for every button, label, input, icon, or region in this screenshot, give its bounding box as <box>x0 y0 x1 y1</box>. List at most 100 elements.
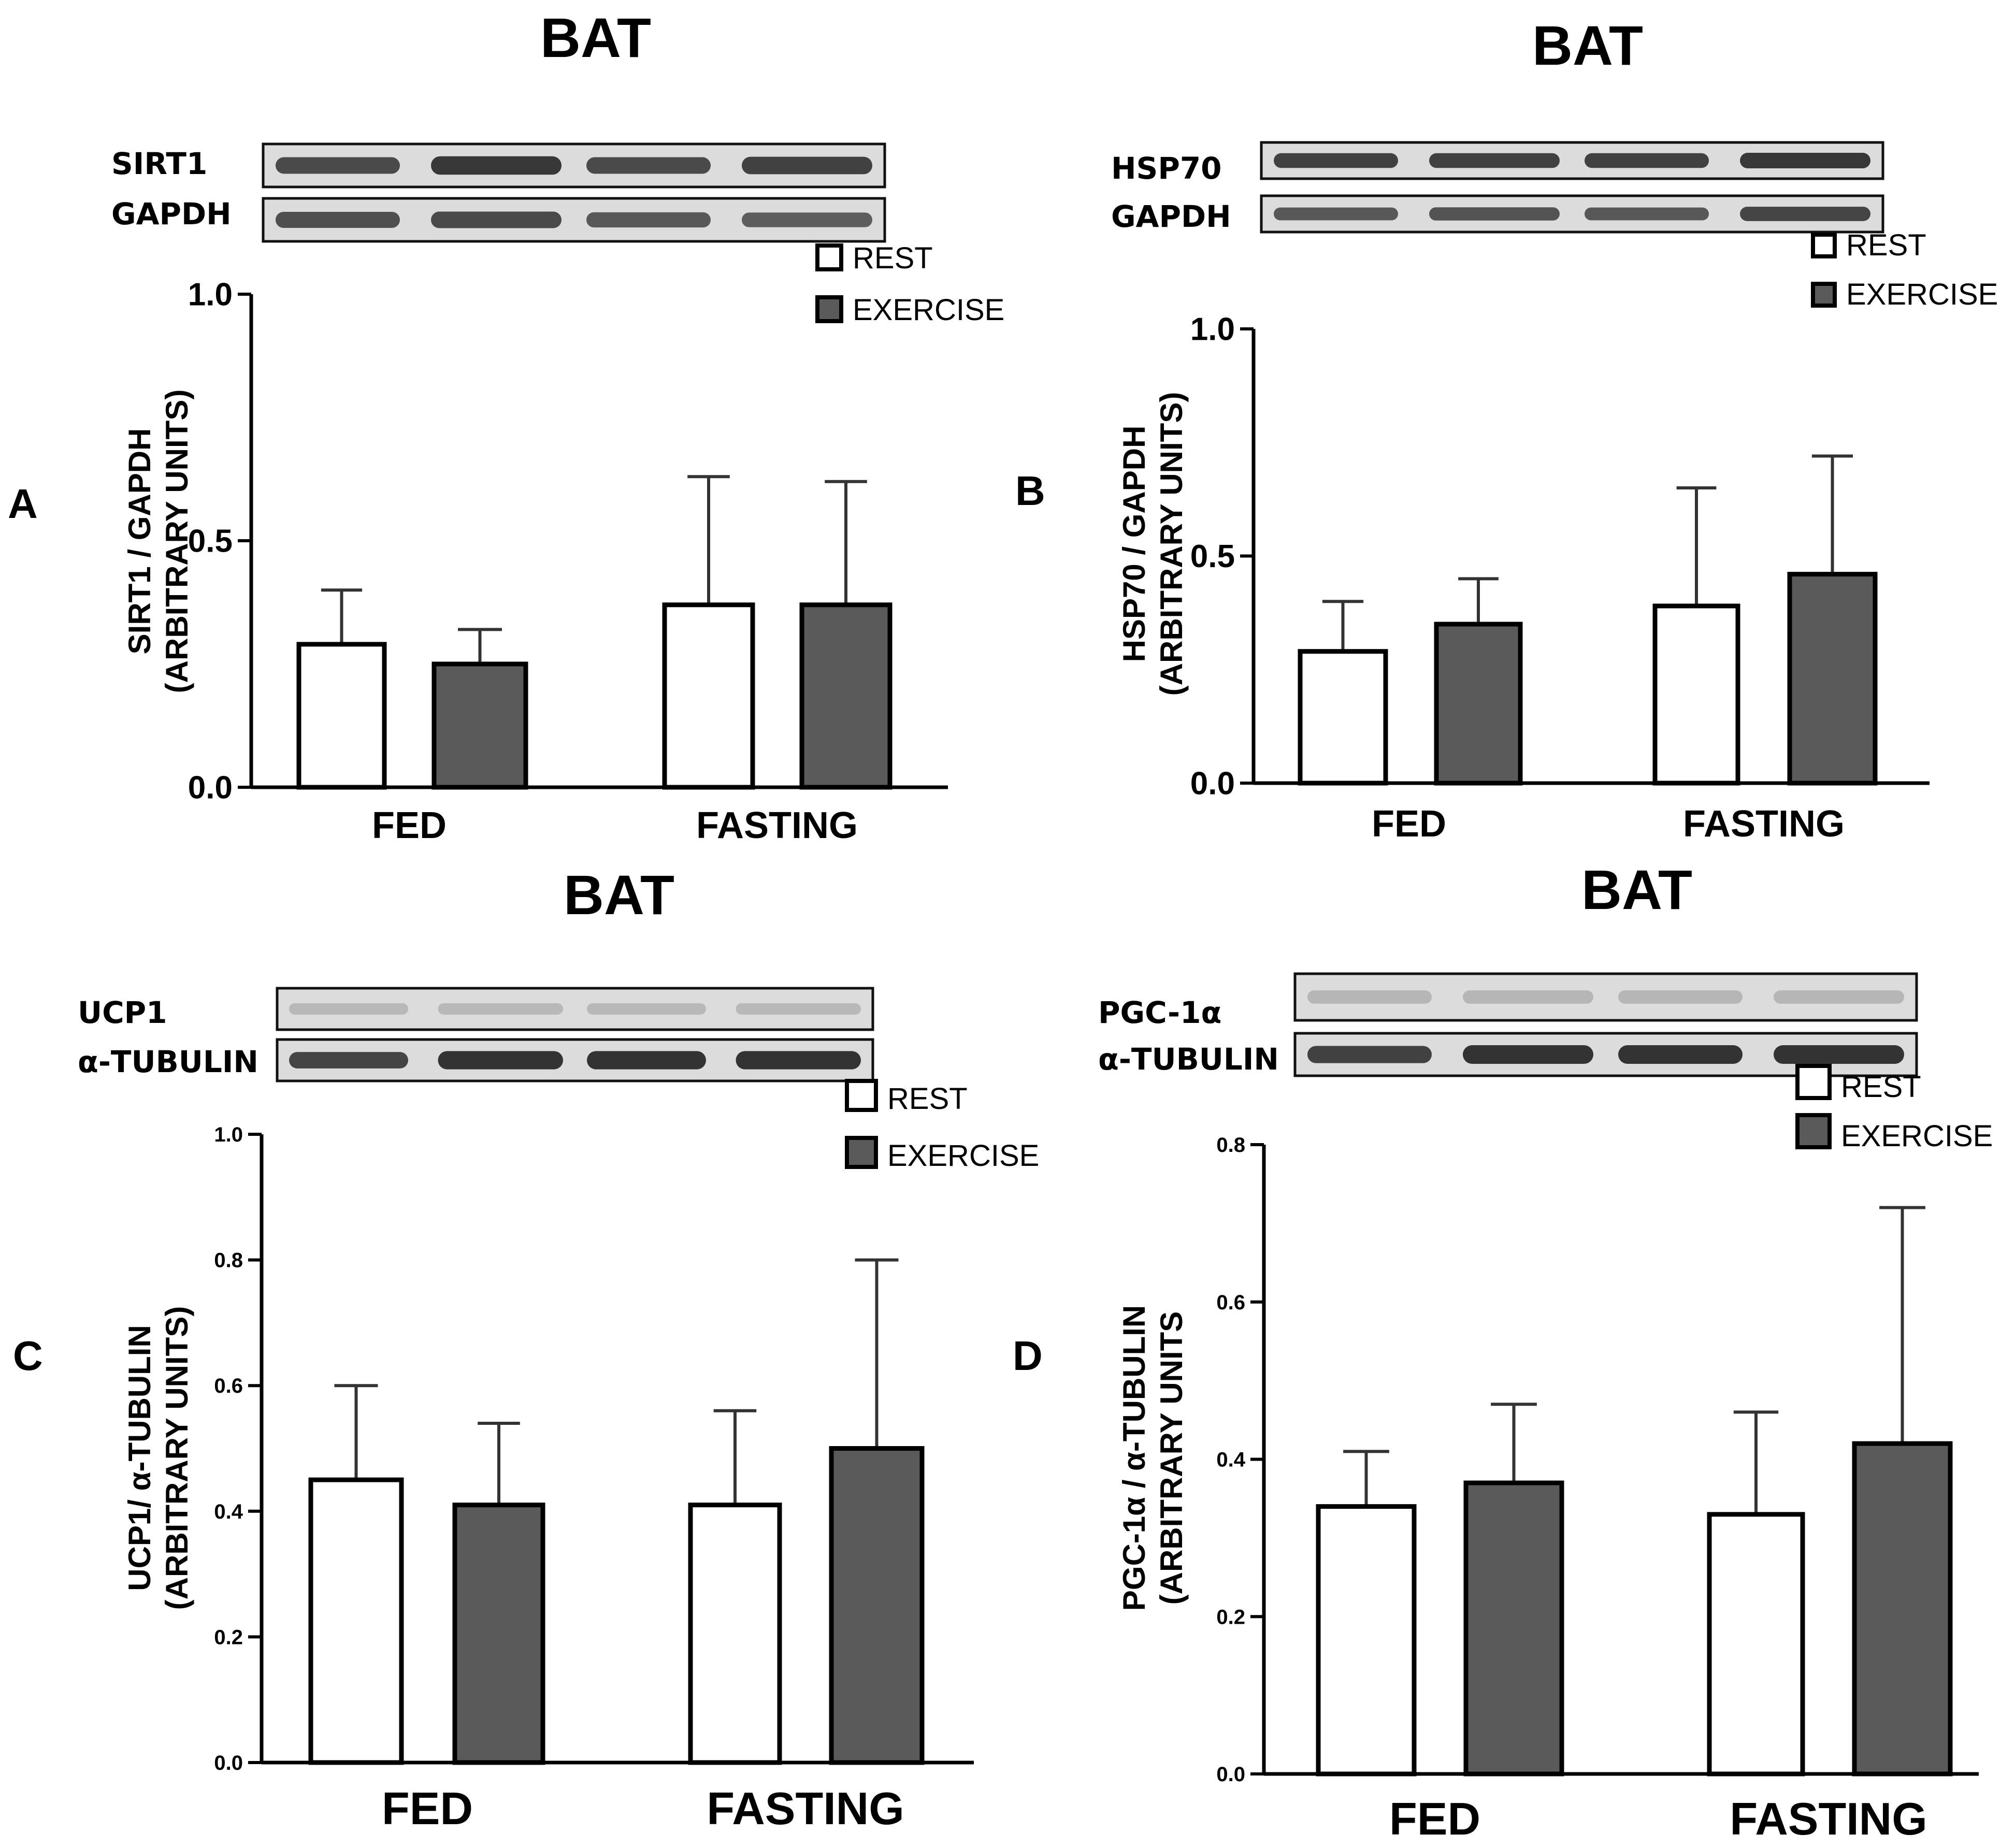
blot-band <box>586 212 711 228</box>
bar-rest-fasting <box>662 602 755 790</box>
western-blot-target: UCP1 <box>78 987 874 1031</box>
y-tick-label: 0.0 <box>1190 766 1235 802</box>
panel-d: BAT D PGC-1α α-TUBULIN 0.0 0.2 0.4 0.6 0.8 PGC-1α… <box>1013 858 1993 1844</box>
western-blot-loading-control: GAPDH <box>111 196 886 243</box>
y-axis-label-line1: UCP1/ α-TUBULIN <box>122 1325 157 1591</box>
blot-band <box>1307 1046 1432 1063</box>
bar-exercise-fasting <box>799 602 893 790</box>
y-axis-label-line2: (ARBITRARY UNITS <box>1154 1311 1189 1605</box>
blot-label: α-TUBULIN <box>1098 1042 1279 1077</box>
bar-exercise-fed <box>1434 622 1523 786</box>
panel-title: BAT <box>1581 858 1692 921</box>
panel-title: BAT <box>564 863 674 926</box>
x-category-label: FED <box>1389 1793 1480 1844</box>
panel-c: BAT C UCP1 α-TUBULIN 0.0 0.2 0.4 0.6 0.8 1.0 UCP1/… <box>13 863 1039 1834</box>
blot-label: UCP1 <box>78 995 167 1030</box>
legend-swatch-rest <box>1795 1064 1832 1100</box>
y-tick-label: 0.4 <box>214 1500 243 1523</box>
legend: REST EXERCISE <box>845 1079 1039 1173</box>
legend-swatch-exercise <box>1795 1113 1832 1149</box>
blot-band <box>736 1003 861 1015</box>
y-tick-label: 0.0 <box>188 770 233 806</box>
blot-band <box>1618 990 1743 1004</box>
panel-letter: D <box>1013 1333 1043 1379</box>
blot-band <box>431 156 562 175</box>
bar-exercise-fed <box>431 661 528 790</box>
western-blot-loading-control: GAPDH <box>1111 194 1884 234</box>
y-tick-label: 0.0 <box>1216 1763 1245 1786</box>
x-category-label: FASTING <box>1730 1793 1927 1844</box>
western-blot-target: PGC-1α <box>1098 972 1918 1030</box>
legend-label-exercise: EXERCISE <box>887 1139 1039 1173</box>
y-axis-label: UCP1/ α-TUBULIN (ARBITRARY UNITS) <box>122 1306 194 1610</box>
legend-swatch-rest <box>1811 233 1837 258</box>
blot-band <box>1463 1045 1593 1064</box>
legend-swatch-rest <box>815 243 843 271</box>
y-axis-label-line2: (ARBITRARY UNITS) <box>160 389 194 694</box>
y-tick-label: 0.0 <box>214 1752 243 1774</box>
panel-title: BAT <box>540 6 651 69</box>
y-tick-label: 0.2 <box>1216 1606 1245 1628</box>
blot-band <box>1307 990 1432 1004</box>
y-tick-label: 0.4 <box>1216 1449 1245 1471</box>
blot-band <box>289 1003 408 1015</box>
legend: REST EXERCISE <box>815 241 1004 327</box>
blot-label: α-TUBULIN <box>78 1044 258 1079</box>
bar-exercise-fed <box>452 1503 545 1765</box>
blot-band <box>742 212 872 227</box>
bar-rest-fed <box>1316 1504 1417 1777</box>
bar-rest-fed <box>308 1477 404 1765</box>
blot-band <box>1585 153 1709 168</box>
legend-label-rest: REST <box>1841 1070 1921 1104</box>
x-category-label: FASTING <box>696 805 858 846</box>
panel-title: BAT <box>1532 14 1643 77</box>
bars <box>1316 1206 1953 1777</box>
legend-label-rest: REST <box>887 1082 968 1116</box>
western-blot-loading-control: α-TUBULIN <box>1098 1032 1918 1077</box>
bars <box>1298 454 1878 786</box>
panel-b: BAT B HSP70 GAPDH 0.0 0.5 1.0 HSP70 / GAPDH (ARB… <box>1015 14 1998 845</box>
y-tick-label: 0.8 <box>214 1249 243 1272</box>
legend-swatch-exercise <box>845 1136 878 1169</box>
y-axis-label: HSP70 / GAPDH (ARBITRARY UNITS) <box>1117 392 1189 696</box>
blot-band <box>587 1003 706 1015</box>
x-category-label: FED <box>372 805 447 846</box>
blot-band <box>276 157 400 174</box>
blot-band <box>736 1051 861 1070</box>
x-category-label: FED <box>382 1783 473 1834</box>
panel-letter: A <box>8 481 38 527</box>
blot-band <box>289 1052 408 1069</box>
western-blot-target: SIRT1 <box>111 142 886 189</box>
legend-label-exercise: EXERCISE <box>853 293 1004 327</box>
bar-exercise-fasting <box>829 1446 925 1765</box>
y-axis-label-line2: (ARBITRARY UNITS) <box>1154 392 1189 696</box>
bars <box>308 1258 925 1765</box>
y-axis-label: SIRT1 / GAPDH (ARBITRARY UNITS) <box>122 389 194 694</box>
y-tick-label: 1.0 <box>1190 312 1235 348</box>
legend-label-exercise: EXERCISE <box>1841 1119 1993 1153</box>
blot-band <box>276 211 400 228</box>
y-axis-label-line1: SIRT1 / GAPDH <box>122 428 157 655</box>
western-blot-loading-control: α-TUBULIN <box>78 1038 874 1082</box>
bar-rest-fed <box>1298 649 1388 786</box>
legend-label-rest: REST <box>1846 228 1926 262</box>
legend: REST EXERCISE <box>1811 228 1998 311</box>
legend-swatch-exercise <box>1811 282 1837 308</box>
x-category-label: FASTING <box>1683 803 1845 845</box>
legend-swatch-rest <box>845 1079 878 1112</box>
bar-rest-fasting <box>688 1503 782 1765</box>
blot-label: HSP70 <box>1111 151 1222 186</box>
y-axis-label-line1: PGC-1α / α-TUBULIN <box>1117 1305 1152 1611</box>
legend-label-rest: REST <box>853 241 933 275</box>
blot-band <box>587 1051 706 1070</box>
panel-a: BAT A SIRT1 GAPDH 0.0 0.5 1.0 SIRT1 / GAPDH (ARB… <box>8 6 1004 846</box>
legend: REST EXERCISE <box>1795 1064 1993 1153</box>
blot-band <box>742 156 872 175</box>
bar-rest-fasting <box>1652 603 1740 786</box>
y-tick-label: 0.5 <box>1190 539 1235 574</box>
western-blot-target: HSP70 <box>1111 141 1884 186</box>
y-tick-label: 0.5 <box>188 524 233 559</box>
blot-band <box>438 1003 563 1015</box>
bar-exercise-fasting <box>1852 1441 1953 1777</box>
